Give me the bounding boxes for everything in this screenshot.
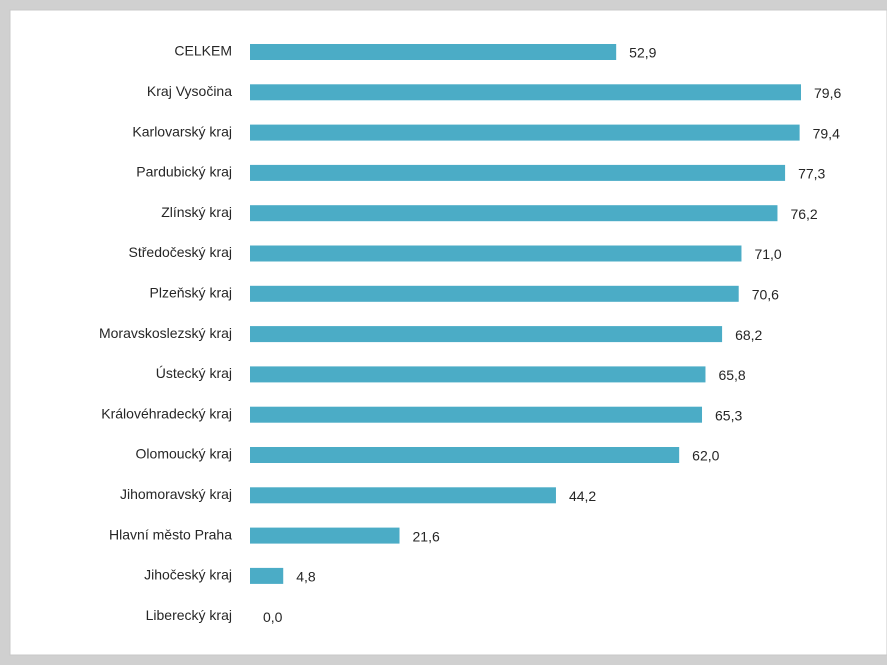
- bar: [250, 84, 801, 101]
- category-label: Olomoucký kraj: [136, 446, 232, 462]
- value-label: 65,8: [718, 367, 745, 383]
- category-label: Ústecký kraj: [156, 365, 232, 381]
- bar: [250, 44, 617, 60]
- value-label: 70,6: [752, 287, 779, 303]
- value-label: 77,3: [798, 166, 825, 182]
- category-label: Pardubický kraj: [136, 164, 232, 180]
- value-label: 71,0: [754, 246, 781, 262]
- category-label: Jihomoravský kraj: [120, 486, 232, 502]
- bar: [250, 447, 680, 463]
- category-label: Plzeňský kraj: [150, 285, 232, 301]
- value-label: 68,2: [735, 327, 762, 343]
- value-label: 44,2: [569, 488, 596, 504]
- value-label: 52,9: [629, 45, 656, 61]
- category-label: Karlovarský kraj: [132, 123, 232, 139]
- value-label: 0,0: [263, 609, 283, 625]
- bar: [250, 245, 742, 262]
- value-label: 21,6: [413, 528, 440, 544]
- value-label: 65,3: [715, 407, 742, 423]
- category-label: Liberecký kraj: [146, 607, 232, 623]
- bar: [250, 406, 703, 423]
- category-label: Jihočeský kraj: [144, 567, 232, 583]
- bar: [250, 366, 706, 383]
- bar: [250, 124, 800, 141]
- bar: [250, 527, 400, 544]
- bar: [250, 567, 284, 584]
- value-label: 62,0: [692, 448, 719, 464]
- value-label: 79,4: [813, 125, 840, 141]
- category-label: Hlavní město Praha: [109, 526, 232, 542]
- value-label: 4,8: [296, 569, 316, 585]
- bar: [250, 487, 556, 504]
- bar: [250, 285, 739, 302]
- category-label: CELKEM: [174, 43, 232, 59]
- category-label: Středočeský kraj: [129, 244, 232, 260]
- category-label: Královéhradecký kraj: [101, 405, 232, 421]
- bar: [250, 205, 778, 222]
- category-label: Zlínský kraj: [161, 204, 232, 220]
- category-label: Kraj Vysočina: [147, 83, 232, 99]
- category-label: Moravskoslezský kraj: [99, 325, 232, 341]
- bar: [250, 164, 786, 181]
- bar: [250, 326, 723, 343]
- value-label: 76,2: [790, 206, 817, 222]
- value-label: 79,6: [814, 85, 841, 101]
